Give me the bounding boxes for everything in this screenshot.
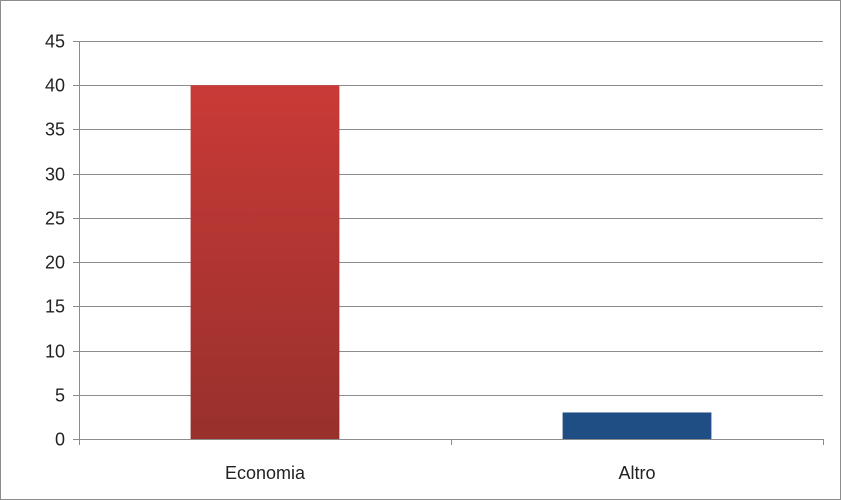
y-tick-label: 5 <box>55 386 65 406</box>
y-tick-label: 25 <box>45 209 65 229</box>
y-tick-label: 15 <box>45 297 65 317</box>
y-tick-label: 45 <box>45 32 65 52</box>
bar-altro <box>562 412 712 439</box>
y-tick-label: 40 <box>45 76 65 96</box>
y-axis-ticks: 0 5 10 15 20 25 30 35 40 45 <box>45 32 79 450</box>
bars <box>190 85 712 439</box>
y-tick-label: 35 <box>45 120 65 140</box>
y-tick-label: 10 <box>45 342 65 362</box>
y-tick-label: 20 <box>45 253 65 273</box>
x-category-label: Economia <box>225 463 306 483</box>
x-axis-labels: Economia Altro <box>225 463 656 483</box>
y-tick-label: 0 <box>55 430 65 450</box>
x-axis <box>79 41 824 445</box>
y-tick-label: 30 <box>45 165 65 185</box>
bar-economia <box>190 85 340 439</box>
x-category-label: Altro <box>618 463 655 483</box>
